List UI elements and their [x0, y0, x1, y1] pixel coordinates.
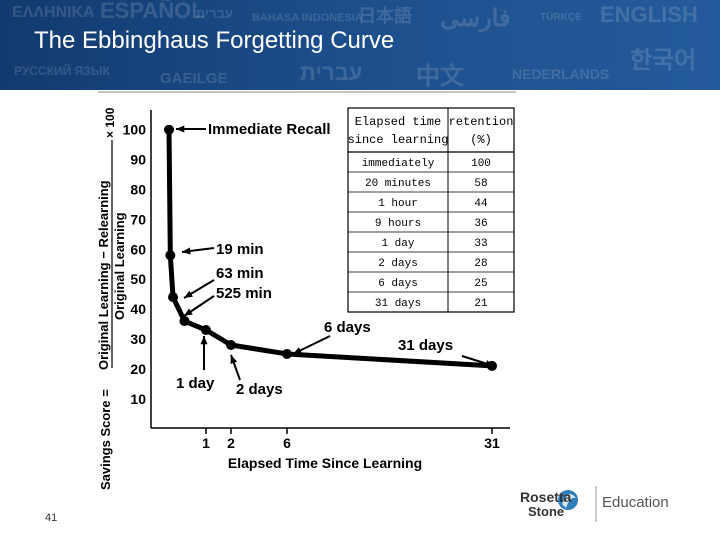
table-cell-retention: 28: [474, 258, 487, 270]
table-cell-retention: 25: [474, 278, 487, 290]
annotation-arrowhead: [230, 355, 238, 364]
language-watermark-text: РУССКИЙ ЯЗЫК: [14, 64, 110, 78]
annotation-label: 525 min: [216, 285, 272, 302]
curve-point: [282, 348, 292, 359]
y-tick-label: 10: [130, 391, 146, 407]
table-header-col1: Elapsed time: [355, 115, 441, 129]
table-cell-retention: 44: [474, 198, 488, 210]
x-tick-label: 1: [202, 435, 210, 451]
forgetting-curve-chart: 100 90 80 70 60 50 40 30 20 10 1 2 6 31 Elapsed Time S…: [90, 90, 516, 496]
annotation-label: 1 day: [176, 375, 215, 392]
table-cell-time: 1 day: [381, 238, 414, 250]
x-tick-label: 31: [484, 435, 500, 451]
y-tick-label: 50: [130, 271, 146, 287]
rosetta-logo-mark: [558, 490, 578, 510]
table-cell-retention: 36: [474, 218, 487, 230]
x-axis-label: Elapsed Time Since Learning: [228, 455, 422, 471]
logo-education-text: Education: [602, 494, 669, 511]
annotation-arrowhead: [184, 308, 193, 316]
logo-rosetta-text: Rosetta: [520, 489, 572, 505]
language-watermark-text: עברית: [196, 6, 233, 21]
rosetta-stone-logo: Rosetta Stone Education: [520, 486, 669, 522]
retention-table-border: [347, 107, 515, 313]
table-cell-retention: 21: [474, 298, 488, 310]
curve-point: [179, 316, 190, 327]
table-header-col2: (%): [470, 133, 492, 147]
annotation-arrowhead: [176, 125, 185, 133]
y-tick-label: 100: [123, 122, 147, 138]
table-cell-retention: 58: [474, 178, 487, 190]
language-watermark-text: 한국어: [630, 47, 697, 74]
curve-point: [226, 339, 236, 350]
curve-point: [164, 124, 174, 135]
curve-point: [165, 250, 176, 261]
table-cell-time: 2 days: [378, 258, 418, 270]
y-tick-label: 60: [130, 241, 146, 257]
curve-point: [168, 292, 178, 303]
y-tick-label: 80: [130, 182, 146, 198]
annotation-label: 6 days: [324, 319, 371, 336]
language-watermark-text: TÜRKÇE: [540, 12, 582, 23]
y-axis-label-denominator: Original Learning: [112, 212, 127, 320]
language-watermark-text: עברית: [300, 60, 363, 85]
language-watermark-text: ENGLISH: [600, 2, 698, 27]
annotation-label: 63 min: [216, 265, 264, 282]
annotation-arrowhead: [293, 347, 302, 354]
annotation-label: Immediate Recall: [208, 121, 331, 138]
table-cell-time: immediately: [362, 158, 435, 170]
language-watermark-text: BAHASA INDONESIA: [252, 12, 363, 24]
language-watermark-text: 中文: [416, 63, 464, 90]
slide-number: 41: [45, 512, 58, 524]
language-watermark-text: GAEILGE: [160, 70, 228, 87]
table-header-col1: since learning: [348, 133, 449, 147]
language-watermark-text: ΕΛΛΗΝΙΚΑ: [12, 4, 95, 21]
language-watermark-text: 日本語: [358, 6, 412, 26]
y-tick-label: 30: [130, 331, 146, 347]
annotation-label: 19 min: [216, 241, 264, 258]
curve-point: [201, 325, 211, 336]
table-cell-retention: 33: [474, 238, 487, 250]
y-axis-label-suffix: × 100: [103, 107, 117, 138]
table-cell-time: 31 days: [375, 298, 421, 310]
table-header-col2: retention: [449, 115, 514, 129]
annotation-arrowhead: [182, 247, 191, 255]
slide-title: The Ebbinghaus Forgetting Curve: [34, 27, 395, 54]
annotation-arrowhead: [485, 360, 494, 367]
annotation-label: 2 days: [236, 381, 283, 398]
forgetting-curve-line: [166, 129, 493, 369]
y-tick-label: 70: [130, 211, 146, 227]
x-tick-label: 6: [283, 435, 291, 451]
annotation-arrowhead: [200, 336, 208, 345]
table-cell-time: 9 hours: [375, 218, 421, 230]
table-cell-retention: 100: [471, 158, 491, 170]
logo-stone-text: Stone: [528, 504, 564, 519]
annotation-arrowhead: [184, 290, 193, 298]
y-tick-label: 40: [130, 301, 146, 317]
language-watermark-text: ESPAÑOL: [100, 0, 205, 23]
y-tick-label: 90: [130, 152, 146, 168]
y-axis-label-prefix: Savings Score =: [98, 389, 113, 490]
table-cell-time: 6 days: [378, 278, 418, 290]
x-tick-label: 2: [227, 435, 235, 451]
y-axis-label-numerator: Original Learning − Relearning: [96, 180, 111, 370]
y-tick-label: 20: [130, 361, 146, 377]
language-watermark-text: NEDERLANDS: [512, 66, 610, 82]
table-cell-time: 20 minutes: [365, 178, 431, 190]
table-cell-time: 1 hour: [378, 198, 418, 210]
annotation-label: 31 days: [398, 337, 453, 354]
language-watermark-text: فارسی: [440, 5, 511, 32]
title-banner: ΕΛΛΗΝΙΚΑ ESPAÑOL עברית BAHASA INDONESIA 日本語 ف…: [0, 0, 720, 90]
